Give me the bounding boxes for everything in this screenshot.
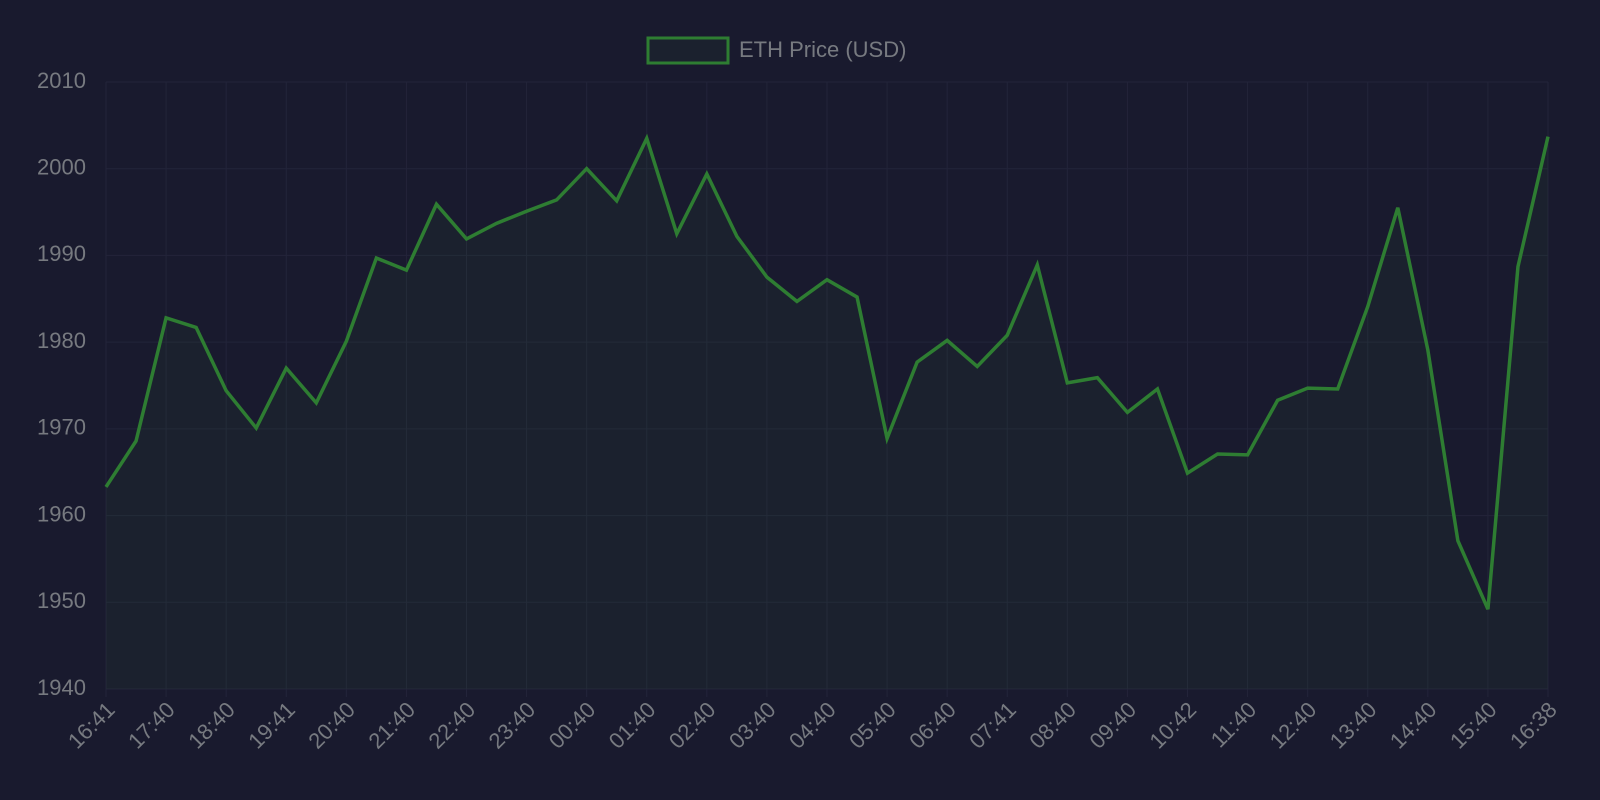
line bbox=[104, 133, 1550, 610]
y-tick-label: 1960 bbox=[37, 501, 86, 526]
y-tick-label: 2000 bbox=[37, 155, 86, 180]
y-tick-label: 1950 bbox=[37, 588, 86, 613]
y-tick-label: 1990 bbox=[37, 241, 86, 266]
y-tick-label: 1940 bbox=[37, 675, 86, 700]
area bbox=[106, 136, 1548, 689]
legend-swatch bbox=[646, 36, 730, 65]
legend-label: ETH Price (USD) bbox=[739, 37, 906, 62]
y-tick-label: 1980 bbox=[37, 328, 86, 353]
y-tick-label: 2010 bbox=[37, 68, 86, 93]
y-tick-label: 1970 bbox=[37, 415, 86, 440]
